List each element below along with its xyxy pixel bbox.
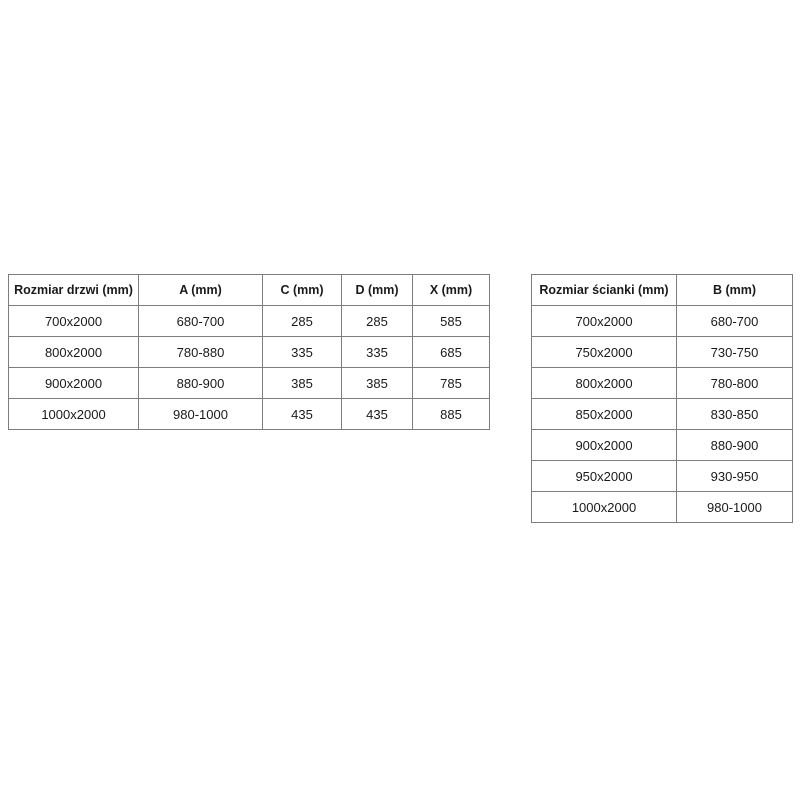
cell-wall-size: 850x2000 bbox=[531, 398, 677, 430]
wall-panel-dimensions-table: Rozmiar ścianki (mm) B (mm) 700x2000 680… bbox=[531, 274, 793, 523]
table-header-row: Rozmiar drzwi (mm) A (mm) C (mm) D (mm) … bbox=[8, 274, 490, 306]
cell-x: 885 bbox=[412, 398, 490, 430]
table-header-row: Rozmiar ścianki (mm) B (mm) bbox=[531, 274, 793, 306]
cell-b: 780-800 bbox=[676, 367, 793, 399]
table-row: 700x2000 680-700 285 285 585 bbox=[8, 305, 490, 337]
table-row: 700x2000 680-700 bbox=[531, 305, 793, 337]
cell-d: 285 bbox=[341, 305, 413, 337]
cell-x: 785 bbox=[412, 367, 490, 399]
column-header-d: D (mm) bbox=[341, 274, 413, 306]
cell-b: 730-750 bbox=[676, 336, 793, 368]
cell-door-size: 1000x2000 bbox=[8, 398, 139, 430]
column-header-c: C (mm) bbox=[262, 274, 342, 306]
cell-wall-size: 950x2000 bbox=[531, 460, 677, 492]
table-row: 750x2000 730-750 bbox=[531, 336, 793, 368]
cell-c: 435 bbox=[262, 398, 342, 430]
cell-door-size: 700x2000 bbox=[8, 305, 139, 337]
cell-door-size: 900x2000 bbox=[8, 367, 139, 399]
cell-x: 585 bbox=[412, 305, 490, 337]
cell-wall-size: 800x2000 bbox=[531, 367, 677, 399]
cell-b: 880-900 bbox=[676, 429, 793, 461]
cell-b: 980-1000 bbox=[676, 491, 793, 523]
cell-c: 385 bbox=[262, 367, 342, 399]
cell-d: 435 bbox=[341, 398, 413, 430]
table-row: 950x2000 930-950 bbox=[531, 460, 793, 492]
table-row: 800x2000 780-880 335 335 685 bbox=[8, 336, 490, 368]
table-row: 850x2000 830-850 bbox=[531, 398, 793, 430]
column-header-wall-size: Rozmiar ścianki (mm) bbox=[531, 274, 677, 306]
cell-a: 780-880 bbox=[138, 336, 263, 368]
cell-x: 685 bbox=[412, 336, 490, 368]
table-row: 900x2000 880-900 bbox=[531, 429, 793, 461]
cell-b: 830-850 bbox=[676, 398, 793, 430]
cell-b: 680-700 bbox=[676, 305, 793, 337]
cell-wall-size: 700x2000 bbox=[531, 305, 677, 337]
table-row: 900x2000 880-900 385 385 785 bbox=[8, 367, 490, 399]
cell-wall-size: 900x2000 bbox=[531, 429, 677, 461]
cell-a: 680-700 bbox=[138, 305, 263, 337]
cell-wall-size: 1000x2000 bbox=[531, 491, 677, 523]
column-header-x: X (mm) bbox=[412, 274, 490, 306]
column-header-a: A (mm) bbox=[138, 274, 263, 306]
cell-c: 335 bbox=[262, 336, 342, 368]
column-header-door-size: Rozmiar drzwi (mm) bbox=[8, 274, 139, 306]
cell-c: 285 bbox=[262, 305, 342, 337]
cell-wall-size: 750x2000 bbox=[531, 336, 677, 368]
cell-d: 385 bbox=[341, 367, 413, 399]
cell-a: 980-1000 bbox=[138, 398, 263, 430]
cell-a: 880-900 bbox=[138, 367, 263, 399]
cell-door-size: 800x2000 bbox=[8, 336, 139, 368]
column-header-b: B (mm) bbox=[676, 274, 793, 306]
table-row: 800x2000 780-800 bbox=[531, 367, 793, 399]
cell-b: 930-950 bbox=[676, 460, 793, 492]
doors-dimensions-table: Rozmiar drzwi (mm) A (mm) C (mm) D (mm) … bbox=[8, 274, 490, 430]
table-row: 1000x2000 980-1000 435 435 885 bbox=[8, 398, 490, 430]
table-row: 1000x2000 980-1000 bbox=[531, 491, 793, 523]
cell-d: 335 bbox=[341, 336, 413, 368]
